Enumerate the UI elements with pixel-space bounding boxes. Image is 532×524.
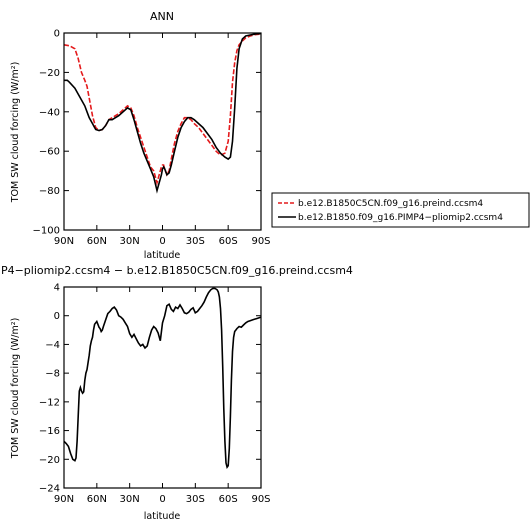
y-axis-label: TOM SW cloud forcing (W/m²) bbox=[10, 318, 21, 460]
x-tick-label: 30S bbox=[186, 236, 205, 247]
y-tick-label: −20 bbox=[39, 455, 60, 466]
y-tick-label: −4 bbox=[45, 340, 60, 351]
y-axis-label: TOM SW cloud forcing (W/m²) bbox=[10, 62, 21, 204]
x-tick-label: 90S bbox=[251, 236, 270, 247]
panel-title: ANN bbox=[150, 10, 174, 23]
y-axis-ticks: −100 −80 −60 −40 −20 0 bbox=[33, 29, 261, 237]
plot-area: 90N 60N 30N 0 30S 60S 90S −100 −80 −60 −40 −20 0 bbox=[33, 29, 271, 248]
y-tick-label: −16 bbox=[39, 426, 60, 437]
x-axis-ticks: 90N 60N 30N 0 30S 60S 90S bbox=[54, 33, 271, 247]
legend-label-preind: b.e12.B1850C5CN.f09_g16.preind.ccsm4 bbox=[298, 199, 483, 209]
y-tick-label: −60 bbox=[39, 147, 60, 158]
series-lines bbox=[63, 287, 262, 470]
legend: b.e12.B1850C5CN.f09_g16.preind.ccsm4 b.e… bbox=[271, 192, 530, 228]
series-line-1 bbox=[63, 287, 262, 470]
y-tick-label: −12 bbox=[39, 397, 60, 408]
series-line-2 bbox=[64, 32, 262, 194]
legend-entry-preind: b.e12.B1850C5CN.f09_g16.preind.ccsm4 bbox=[278, 199, 483, 209]
x-tick-label: 30N bbox=[120, 494, 140, 505]
x-tick-label: 60N bbox=[87, 494, 107, 505]
y-tick-label: 0 bbox=[54, 311, 60, 322]
y-tick-label: −80 bbox=[39, 186, 60, 197]
x-axis-label: latitude bbox=[144, 511, 181, 522]
series-line-1 bbox=[63, 33, 262, 186]
x-tick-label: 60N bbox=[87, 236, 107, 247]
x-tick-label: 90N bbox=[54, 494, 74, 505]
x-tick-label: 0 bbox=[159, 494, 165, 505]
x-tick-label: 30N bbox=[120, 236, 140, 247]
y-tick-label: −8 bbox=[45, 369, 60, 380]
legend-label-pliomip2: b.e12.B1850.f09_g16.PIMP4−pliomip2.ccsm4 bbox=[298, 213, 503, 223]
panel-difference: 6.PIMP4−pliomip2.ccsm4 − b.e12.B1850C5CN… bbox=[0, 264, 353, 522]
series-lines bbox=[63, 32, 262, 194]
y-axis-ticks: −24 −20 −16 −12 −8 −4 0 4 bbox=[39, 283, 261, 495]
plot-frame bbox=[63, 32, 262, 231]
y-tick-label: −20 bbox=[39, 68, 60, 79]
x-tick-label: 30S bbox=[186, 494, 205, 505]
y-tick-label: −100 bbox=[33, 226, 60, 237]
x-tick-label: 60S bbox=[219, 236, 238, 247]
x-tick-label: 60S bbox=[219, 494, 238, 505]
x-tick-label: 90S bbox=[251, 494, 270, 505]
plot-area: 90N 60N 30N 0 30S 60S 90S −24 −20 −16 −12 −8 −4 0 4 bbox=[39, 283, 271, 506]
x-axis-ticks: 90N 60N 30N 0 30S 60S 90S bbox=[54, 287, 271, 505]
panel-annual-mean: ANN 90N 60N 30N 0 30S 60S 90S −100 −80 −60 −40 −20… bbox=[10, 10, 271, 261]
y-tick-label: −40 bbox=[39, 107, 60, 118]
panel-title: 6.PIMP4−pliomip2.ccsm4 − b.e12.B1850C5CN… bbox=[0, 264, 353, 277]
y-tick-label: 0 bbox=[54, 29, 60, 40]
x-tick-label: 90N bbox=[54, 236, 74, 247]
x-tick-label: 0 bbox=[159, 236, 165, 247]
legend-entry-pliomip2: b.e12.B1850.f09_g16.PIMP4−pliomip2.ccsm4 bbox=[278, 213, 503, 223]
y-tick-label: −24 bbox=[39, 484, 60, 495]
x-axis-label: latitude bbox=[144, 250, 181, 261]
legend-box bbox=[271, 192, 530, 228]
y-tick-label: 4 bbox=[54, 283, 60, 294]
